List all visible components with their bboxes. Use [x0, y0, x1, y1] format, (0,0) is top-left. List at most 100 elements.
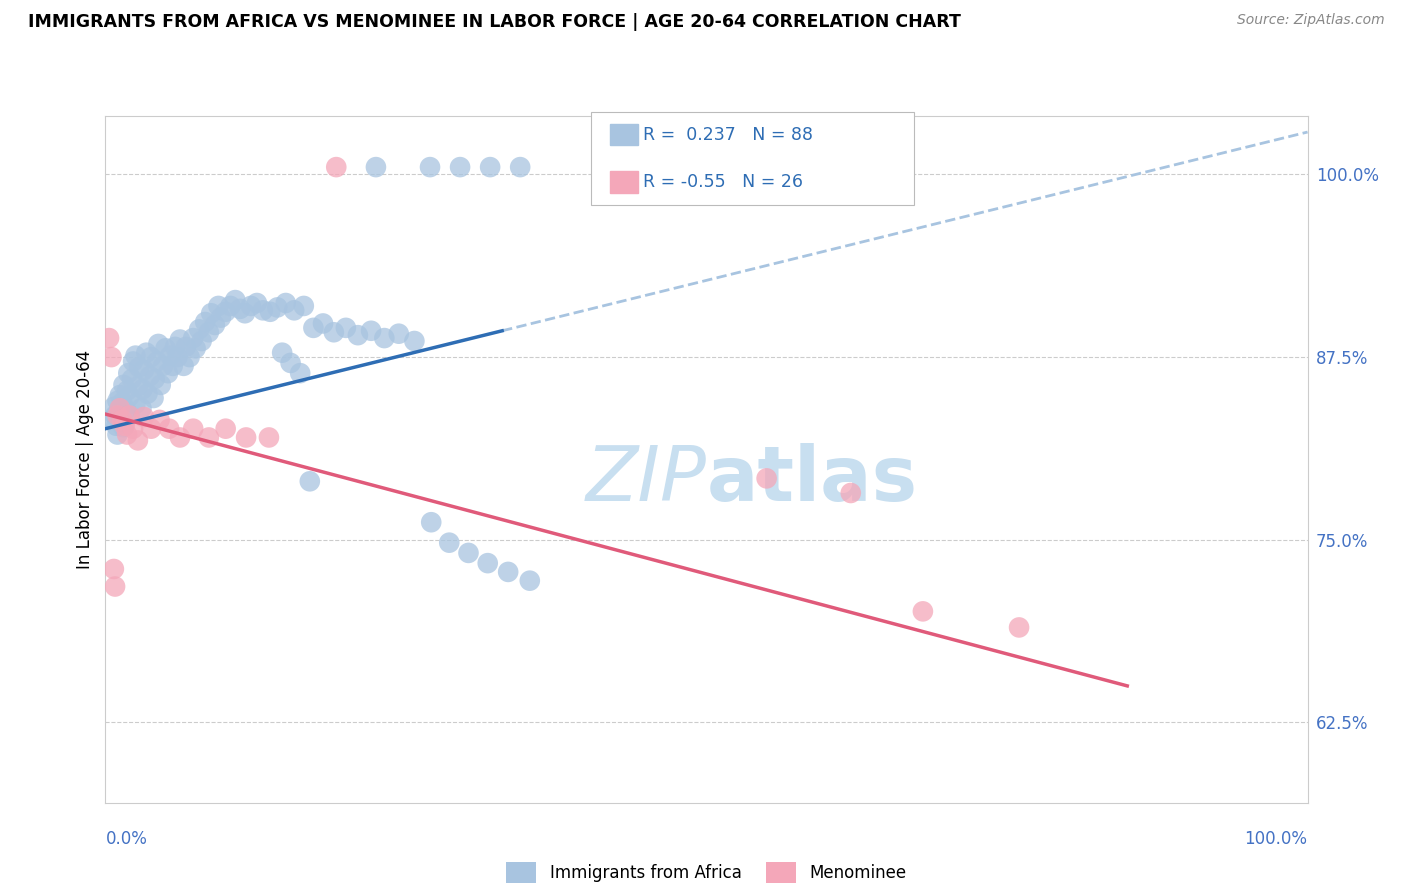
Point	[124, 349, 146, 363]
Y-axis label: In Labor Force | Age 20-64: In Labor Force | Age 20-64	[76, 350, 94, 569]
Point	[155, 341, 177, 355]
Point	[224, 293, 246, 307]
Point	[100, 413, 122, 427]
Point	[100, 350, 122, 364]
Point	[188, 322, 211, 336]
Point	[312, 317, 335, 331]
Point	[173, 359, 195, 373]
Point	[509, 160, 531, 174]
Point	[146, 354, 169, 368]
Point	[110, 414, 132, 428]
Point	[266, 301, 288, 315]
Point	[136, 386, 159, 401]
Point	[103, 562, 125, 576]
Point	[122, 422, 145, 436]
Point	[103, 400, 125, 414]
Point	[118, 390, 141, 404]
Point	[108, 388, 131, 402]
Point	[360, 324, 382, 338]
Text: ZIP: ZIP	[586, 443, 707, 517]
Point	[111, 395, 134, 409]
Point	[179, 350, 201, 364]
Point	[108, 401, 131, 416]
Point	[139, 422, 162, 436]
Point	[457, 546, 479, 560]
Point	[143, 372, 166, 386]
Point	[322, 325, 344, 339]
Point	[159, 349, 181, 363]
Point	[271, 345, 294, 359]
Point	[257, 430, 280, 444]
Point	[1008, 620, 1031, 634]
Point	[302, 321, 325, 335]
Point	[157, 422, 180, 436]
Point	[131, 401, 153, 416]
Point	[335, 321, 357, 335]
Point	[127, 434, 149, 448]
Point	[118, 409, 141, 423]
Point	[115, 402, 138, 417]
Point	[233, 306, 256, 320]
Point	[198, 430, 221, 444]
Point	[115, 384, 138, 398]
Point	[911, 604, 934, 618]
Text: 0.0%: 0.0%	[105, 830, 148, 847]
Point	[152, 359, 174, 373]
Point	[174, 340, 197, 354]
Point	[239, 299, 262, 313]
Point	[169, 333, 191, 347]
Point	[839, 486, 862, 500]
Legend: Immigrants from Africa, Menominee: Immigrants from Africa, Menominee	[499, 855, 914, 889]
Point	[114, 418, 136, 433]
Point	[107, 393, 129, 408]
Text: R =  0.237   N = 88: R = 0.237 N = 88	[643, 126, 813, 144]
Point	[207, 299, 229, 313]
Point	[347, 328, 370, 343]
Point	[149, 377, 172, 392]
Point	[132, 382, 155, 396]
Point	[135, 345, 157, 359]
Point	[235, 430, 257, 444]
Point	[104, 580, 127, 594]
Point	[419, 160, 441, 174]
Point	[115, 427, 138, 442]
Point	[124, 397, 146, 411]
Point	[496, 565, 519, 579]
Point	[198, 325, 221, 339]
Point	[325, 160, 347, 174]
Point	[214, 305, 236, 319]
Point	[162, 359, 184, 373]
Point	[373, 331, 395, 345]
Point	[148, 337, 170, 351]
Point	[755, 471, 778, 485]
Point	[439, 535, 461, 549]
Point	[98, 331, 121, 345]
Point	[139, 350, 162, 364]
Text: atlas: atlas	[707, 443, 918, 517]
Point	[142, 391, 165, 405]
Point	[127, 379, 149, 393]
Point	[132, 409, 155, 424]
Point	[290, 366, 312, 380]
Point	[479, 160, 502, 174]
Point	[190, 334, 212, 348]
Point	[112, 377, 135, 392]
Point	[519, 574, 541, 588]
Point	[292, 299, 315, 313]
Point	[259, 305, 281, 319]
Point	[122, 354, 145, 368]
Point	[156, 366, 179, 380]
Point	[214, 422, 236, 436]
Point	[204, 318, 226, 332]
Point	[280, 356, 302, 370]
Point	[105, 418, 128, 433]
Point	[169, 430, 191, 444]
Point	[139, 369, 162, 384]
Point	[181, 331, 204, 345]
Point	[104, 409, 127, 423]
Point	[388, 326, 411, 341]
Point	[117, 366, 139, 380]
Point	[118, 409, 141, 423]
Point	[298, 475, 321, 489]
Point	[165, 340, 187, 354]
